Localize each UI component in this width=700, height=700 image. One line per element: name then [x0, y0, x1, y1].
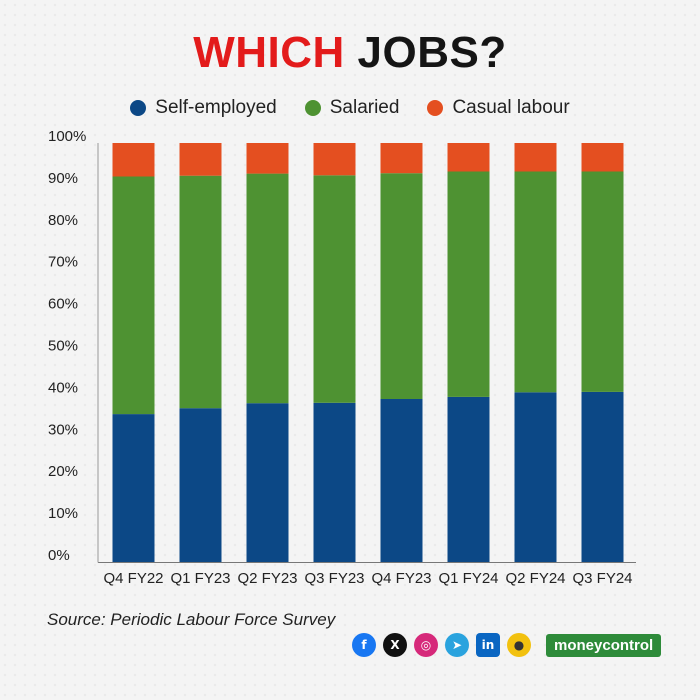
x-tick-label: Q1 FY23: [170, 570, 230, 587]
bar-segment-self-employed: [380, 399, 423, 562]
legend-item-casual-labour: Casual labour: [427, 97, 570, 119]
x-tick-label: Q3 FY23: [304, 570, 364, 587]
x-tick-label: Q2 FY23: [237, 570, 297, 587]
instagram-icon[interactable]: ◎: [414, 633, 438, 657]
y-tick-label: 50%: [48, 338, 78, 355]
linkedin-icon[interactable]: in: [476, 633, 500, 657]
x-tick-label: Q1 FY24: [438, 570, 498, 587]
y-tick-label: 0%: [48, 547, 70, 564]
bar-segment-salaried: [313, 175, 356, 403]
social-icons-row: f X ◎ ➤ in ● moneycontrol: [352, 633, 662, 657]
koo-icon[interactable]: ●: [507, 633, 531, 657]
title-black-part: JOBS?: [344, 28, 507, 77]
bar-segment-casual-labour: [514, 143, 557, 172]
legend-item-self-employed: Self-employed: [130, 97, 277, 119]
legend-item-salaried: Salaried: [304, 97, 400, 119]
legend-swatch-salaried: [304, 100, 321, 116]
bar-segment-salaried: [246, 173, 289, 404]
y-tick-label: 70%: [48, 254, 78, 271]
bar-segment-self-employed: [179, 408, 222, 562]
bar-segment-self-employed: [313, 402, 356, 562]
telegram-icon[interactable]: ➤: [445, 633, 469, 657]
bar-segment-self-employed: [514, 392, 557, 562]
facebook-icon[interactable]: f: [352, 633, 376, 657]
legend-label-casual-labour: Casual labour: [452, 97, 570, 118]
y-tick-label: 40%: [48, 379, 78, 396]
y-tick-label: 100%: [48, 128, 86, 145]
brand-logo: moneycontrol: [546, 633, 662, 657]
bar-segment-salaried: [179, 175, 222, 409]
page-title: WHICH JOBS?: [0, 28, 700, 78]
y-tick-label: 80%: [48, 212, 78, 229]
bar-segment-casual-labour: [246, 143, 289, 174]
bar-segment-salaried: [581, 171, 624, 392]
source-note: Source: Periodic Labour Force Survey: [47, 610, 336, 629]
bar-segment-self-employed: [581, 391, 624, 562]
x-tick-label: Q4 FY23: [371, 570, 431, 587]
x-tick-label: Q2 FY24: [505, 570, 565, 587]
x-tick-label: Q4 FY22: [103, 570, 163, 587]
y-tick-label: 20%: [48, 463, 78, 480]
bar-segment-salaried: [447, 171, 490, 397]
legend-label-salaried: Salaried: [329, 97, 400, 118]
legend-swatch-self-employed: [130, 100, 147, 116]
bar-segment-casual-labour: [112, 143, 155, 177]
bar-segment-self-employed: [112, 414, 155, 562]
legend-label-self-employed: Self-employed: [155, 97, 277, 118]
x-tick-label: Q3 FY24: [572, 570, 632, 587]
legend-swatch-casual-labour: [427, 100, 444, 116]
bar-segment-self-employed: [246, 403, 289, 562]
bar-segment-salaried: [112, 176, 155, 415]
bar-segment-casual-labour: [380, 143, 423, 174]
bar-segment-casual-labour: [581, 143, 624, 172]
y-tick-label: 30%: [48, 421, 78, 438]
y-tick-label: 10%: [48, 505, 78, 522]
y-tick-label: 60%: [48, 296, 78, 313]
chart-legend: Self-employed Salaried Casual labour: [0, 97, 700, 119]
bar-segment-casual-labour: [179, 143, 222, 176]
y-tick-label: 90%: [48, 170, 78, 187]
bar-segment-salaried: [514, 171, 557, 393]
bar-segment-casual-labour: [447, 143, 490, 172]
bar-segment-salaried: [380, 173, 423, 399]
title-red-part: WHICH: [193, 28, 345, 77]
bar-segment-casual-labour: [313, 143, 356, 176]
x-icon[interactable]: X: [383, 633, 407, 657]
bar-segment-self-employed: [447, 396, 490, 562]
